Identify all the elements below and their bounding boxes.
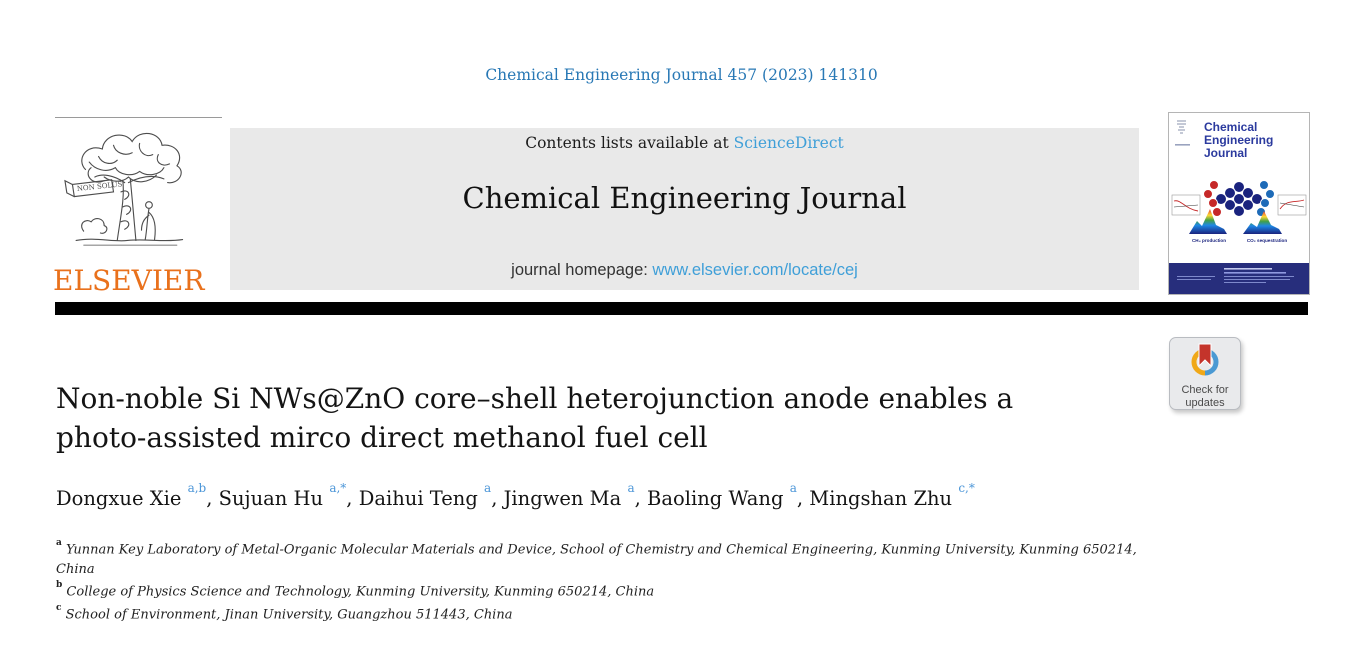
affiliation: a Yunnan Key Laboratory of Metal-Organic… bbox=[56, 537, 1137, 577]
homepage-line: journal homepage: www.elsevier.com/locat… bbox=[230, 261, 1139, 280]
affiliation-list: a Yunnan Key Laboratory of Metal-Organic… bbox=[56, 537, 1141, 625]
elsevier-tree-logo-icon: NON SOLUS bbox=[55, 121, 200, 261]
cover-label-left: CH₄ production bbox=[1192, 238, 1226, 243]
journal-cover-thumbnail: Chemical Engineering Journal bbox=[1168, 112, 1310, 295]
separator-bar bbox=[55, 302, 1308, 315]
author-line: Dongxue Xie a,b, Sujuan Hu a,*, Daihui T… bbox=[56, 480, 975, 510]
cover-molecule-graphic bbox=[1203, 180, 1275, 217]
masthead-box: Contents lists available at ScienceDirec… bbox=[230, 128, 1139, 290]
homepage-prefix: journal homepage: bbox=[511, 261, 653, 279]
cover-crest-icon bbox=[1177, 120, 1186, 134]
affiliation: c School of Environment, Jinan Universit… bbox=[56, 603, 513, 623]
author: Mingshan Zhu c,* bbox=[809, 480, 975, 510]
sciencedirect-link[interactable]: ScienceDirect bbox=[733, 134, 844, 152]
homepage-link[interactable]: www.elsevier.com/locate/cej bbox=[652, 261, 858, 279]
author: Baoling Wang a bbox=[647, 480, 797, 510]
affiliation: b College of Physics Science and Technol… bbox=[56, 580, 655, 600]
cover-title-line3: Journal bbox=[1204, 146, 1247, 160]
cover-label-right: CO₂ sequestration bbox=[1247, 238, 1288, 243]
journal-citation: Chemical Engineering Journal 457 (2023) … bbox=[485, 66, 878, 84]
article-title-line1: Non-noble Si NWs@ZnO core–shell heteroju… bbox=[56, 382, 1014, 415]
badge-label-line1: Check for bbox=[1181, 384, 1229, 396]
cover-spectral-peaks bbox=[1189, 209, 1282, 234]
author: Daihui Teng a bbox=[358, 480, 492, 510]
logo-top-rule bbox=[55, 117, 222, 118]
crossmark-icon bbox=[1191, 343, 1219, 376]
author: Dongxue Xie a,b bbox=[56, 480, 207, 510]
contents-prefix: Contents lists available at bbox=[525, 134, 734, 152]
masthead-journal-title: Chemical Engineering Journal bbox=[462, 181, 907, 215]
cover-title-line1: Chemical bbox=[1204, 120, 1257, 134]
article-title: Non-noble Si NWs@ZnO core–shell heteroju… bbox=[56, 379, 1086, 457]
check-for-updates-button[interactable]: Check for updates bbox=[1169, 337, 1241, 410]
cover-bottom-band bbox=[1169, 263, 1309, 294]
article-title-line2: photo-assisted mirco direct methanol fue… bbox=[56, 421, 708, 454]
badge-label-line2: updates bbox=[1185, 396, 1225, 409]
cover-title-line2: Engineering bbox=[1204, 133, 1273, 147]
author: Jingwen Ma a bbox=[503, 480, 635, 510]
elsevier-wordmark: ELSEVIER bbox=[53, 264, 205, 297]
contents-line: Contents lists available at ScienceDirec… bbox=[230, 134, 1139, 152]
cover-inset-plots bbox=[1171, 194, 1307, 216]
non-solus-motto: NON SOLUS bbox=[76, 180, 122, 193]
author: Sujuan Hu a,* bbox=[218, 480, 347, 510]
